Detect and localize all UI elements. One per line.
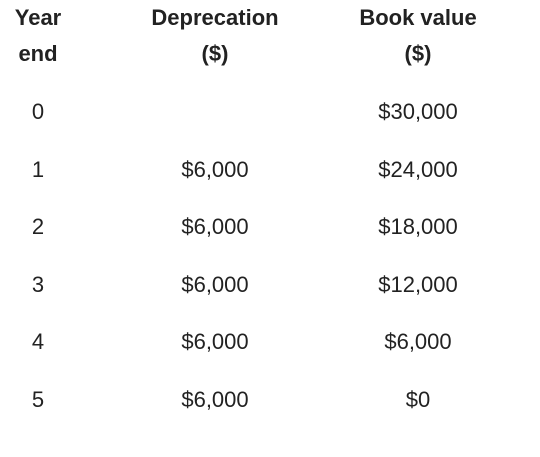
depreciation-cell: $6,000 (181, 272, 249, 297)
header-depreciation-line2: ($) (201, 41, 229, 66)
year-cell: 2 (31, 214, 45, 239)
header-depreciation: Deprecation ($) (115, 0, 315, 72)
book-value-cell: $0 (405, 387, 431, 412)
table-row: 3 $6,000 $12,000 (0, 270, 540, 300)
table-row: 4 $6,000 $6,000 (0, 327, 540, 357)
year-cell: 1 (31, 157, 45, 182)
header-depreciation-line1: Deprecation (151, 5, 279, 30)
header-book-value-line2: ($) (404, 41, 432, 66)
header-year-end: Year end (0, 0, 76, 72)
book-value-cell: $24,000 (378, 157, 458, 182)
header-book-value-line1: Book value (359, 5, 477, 30)
header-book-value: Book value ($) (318, 0, 518, 72)
book-value-cell: $6,000 (384, 329, 452, 354)
depreciation-cell: $6,000 (181, 214, 249, 239)
table-row: 2 $6,000 $18,000 (0, 212, 540, 242)
year-cell: 3 (31, 272, 45, 297)
header-year-line2: end (18, 41, 58, 66)
header-year-line1: Year (14, 5, 62, 30)
book-value-cell: $30,000 (378, 99, 458, 124)
book-value-cell: $12,000 (378, 272, 458, 297)
year-cell: 4 (31, 329, 45, 354)
table-row: 1 $6,000 $24,000 (0, 155, 540, 185)
table-row: 0 $30,000 (0, 97, 540, 127)
book-value-cell: $18,000 (378, 214, 458, 239)
year-cell: 5 (31, 387, 45, 412)
depreciation-cell: $6,000 (181, 157, 249, 182)
year-cell: 0 (31, 99, 45, 124)
depreciation-cell: $6,000 (181, 329, 249, 354)
table-row: 5 $6,000 $0 (0, 385, 540, 415)
depreciation-cell: $6,000 (181, 387, 249, 412)
